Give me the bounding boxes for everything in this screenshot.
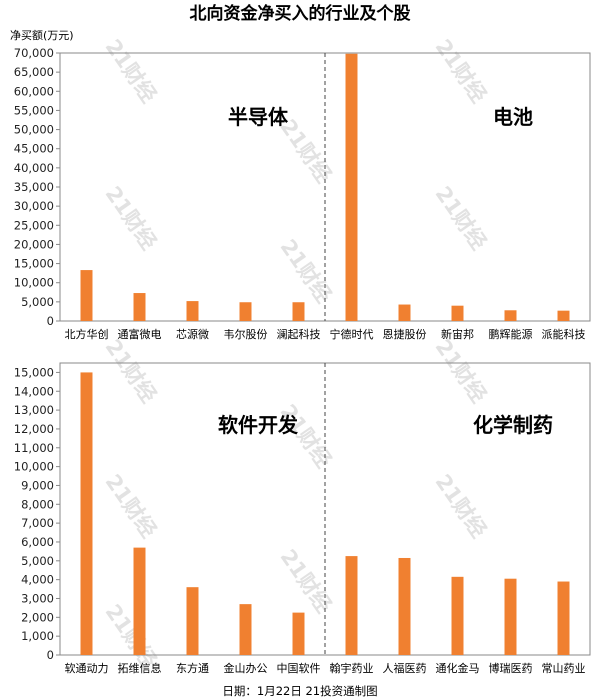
watermark-text: 21财经 [430, 470, 491, 542]
x-category-label: 北方华创 [65, 327, 109, 341]
y-tick-label: 7,000 [21, 516, 54, 530]
watermark-layer: 21财经 21财经 21财经 21财经 21财经 21财经 21财经 21财经 21财经 21财经… [100, 35, 491, 672]
bar-宁德时代 [345, 53, 358, 321]
y-tick-label: 1,000 [21, 629, 54, 643]
y-tick-label: 6,000 [21, 535, 54, 549]
y-tick-label: 10,000 [14, 460, 54, 474]
bar-人福医药 [398, 557, 411, 655]
bar-派能科技 [557, 310, 570, 321]
x-category-label: 拓维信息 [118, 661, 162, 675]
bar-中国软件 [292, 612, 305, 655]
y-tick-label: 5,000 [21, 295, 54, 309]
x-category-label: 中国软件 [277, 661, 321, 675]
bar-北方华创 [80, 270, 93, 321]
x-category-label: 通富微电 [118, 327, 162, 341]
y-tick-label: 40,000 [14, 161, 54, 175]
bar-金山办公 [239, 604, 252, 655]
footer-credit: 日期：1月22日 21投资通制图 [222, 684, 377, 698]
y-tick-label: 25,000 [14, 218, 54, 232]
x-category-label: 人福医药 [383, 661, 427, 675]
bar-新宙邦 [451, 305, 464, 321]
watermark-text: 21财经 [275, 235, 336, 307]
x-category-label: 金山办公 [224, 661, 268, 675]
x-category-label: 芯源微 [176, 327, 209, 341]
bar-拓维信息 [133, 547, 146, 655]
bar-芯源微 [186, 301, 199, 321]
watermark-text: 21财经 [430, 182, 491, 254]
y-tick-label: 2,000 [21, 610, 54, 624]
watermark-text: 21财经 [430, 35, 491, 107]
panel-top: 0 5,000 10,000 15,000 20,000 25,000 30,000 35,0… [14, 46, 591, 341]
y-tick-label: 55,000 [14, 103, 54, 117]
x-category-label: 常山药业 [542, 662, 586, 675]
y-tick-label: 4,000 [21, 573, 54, 587]
y-axis-unit-label: 净买额(万元) [10, 28, 74, 42]
watermark-text: 21财经 [100, 35, 161, 107]
x-category-label: 恩捷股份 [383, 327, 427, 341]
y-tick-label: 14,000 [14, 384, 54, 398]
bar-通化金马 [451, 576, 464, 655]
x-category-label: 翰宇药业 [330, 661, 374, 675]
y-tick-label: 30,000 [14, 199, 54, 213]
bar-东方通 [186, 587, 199, 655]
x-category-label: 博瑞医药 [489, 661, 533, 675]
x-category-label: 派能科技 [542, 327, 586, 341]
sector-label: 软件开发 [218, 413, 299, 437]
watermark-text: 21财经 [100, 182, 161, 254]
y-tick-label: 12,000 [14, 422, 54, 436]
x-category-label: 韦尔股份 [224, 328, 268, 341]
y-tick-label: 11,000 [14, 441, 54, 455]
sector-label: 半导体 [228, 105, 289, 129]
watermark-text: 21财经 [100, 335, 161, 407]
watermark-text: 21财经 [100, 470, 161, 542]
bar-恩捷股份 [398, 304, 411, 321]
x-category-label: 宁德时代 [330, 327, 374, 341]
bar-澜起科技 [292, 302, 305, 321]
watermark-text: 21财经 [275, 545, 336, 617]
y-tick-label: 70,000 [14, 46, 54, 60]
x-category-label: 鹏辉能源 [489, 327, 533, 341]
y-tick-label: 0 [47, 648, 54, 662]
bar-博瑞医药 [504, 578, 517, 655]
panel-bottom: 0 1,000 2,000 3,000 4,000 5,000 6,000 7,000 8,00… [14, 362, 591, 675]
x-category-label: 软通动力 [65, 661, 109, 675]
y-tick-label: 65,000 [14, 65, 54, 79]
sector-label: 电池 [493, 105, 533, 129]
x-category-label: 东方通 [176, 661, 209, 675]
y-tick-label: 35,000 [14, 180, 54, 194]
x-category-label: 通化金马 [436, 661, 480, 675]
y-tick-label: 20,000 [14, 237, 54, 251]
y-tick-label: 5,000 [21, 554, 54, 568]
y-tick-label: 15,000 [14, 257, 54, 271]
y-tick-label: 8,000 [21, 497, 54, 511]
y-tick-label: 3,000 [21, 591, 54, 605]
y-tick-label: 9,000 [21, 478, 54, 492]
y-tick-label: 45,000 [14, 142, 54, 156]
x-category-label: 澜起科技 [277, 327, 321, 341]
bar-韦尔股份 [239, 302, 252, 321]
y-tick-label: 10,000 [14, 276, 54, 290]
y-tick-label: 50,000 [14, 123, 54, 137]
watermark-text: 21财经 [430, 335, 491, 407]
x-category-label: 新宙邦 [441, 327, 474, 341]
y-tick-label: 60,000 [14, 84, 54, 98]
page-title: 北向资金净买入的行业及个股 [190, 3, 411, 24]
bar-通富微电 [133, 293, 146, 321]
sector-label: 化学制药 [473, 413, 553, 437]
bar-鹏辉能源 [504, 310, 517, 321]
bar-软通动力 [80, 372, 93, 655]
bar-常山药业 [557, 581, 570, 655]
y-tick-label: 0 [47, 314, 54, 328]
y-tick-label: 15,000 [14, 365, 54, 379]
bar-翰宇药业 [345, 556, 358, 655]
y-tick-label: 13,000 [14, 403, 54, 417]
